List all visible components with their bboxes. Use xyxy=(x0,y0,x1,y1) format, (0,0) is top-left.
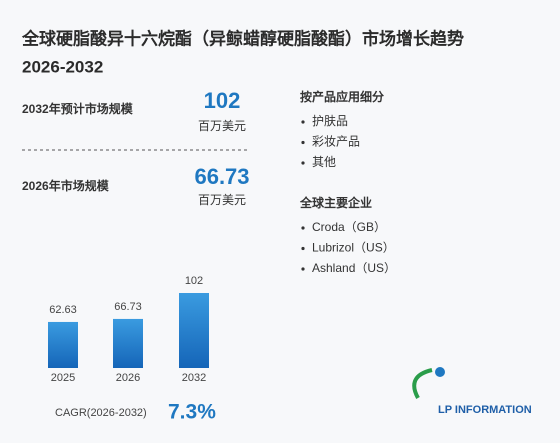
stat-value: 102 xyxy=(204,88,241,113)
bullet xyxy=(301,267,305,271)
data-label: 62.63 xyxy=(49,304,77,316)
stat-label: 2032年预计市场规模 xyxy=(22,101,134,116)
title: 2026-2032 xyxy=(22,57,103,76)
stat-unit: 百万美元 xyxy=(198,119,246,133)
list-item: 其他 xyxy=(312,155,336,169)
bullet xyxy=(301,161,305,165)
bar xyxy=(48,321,78,368)
x-tick-label: 2032 xyxy=(182,372,206,384)
logo: LP INFORMATION xyxy=(412,367,532,416)
list-item: 彩妆产品 xyxy=(312,135,360,149)
data-label: 102 xyxy=(185,275,203,287)
title: 全球硬脂酸异十六烷酯（异鲸蜡醇硬脂酸酯）市场增长趋势 xyxy=(21,28,464,48)
data-label: 66.73 xyxy=(114,301,142,313)
bullet xyxy=(301,226,305,230)
stat-value: 66.73 xyxy=(194,164,249,189)
cagr-value: 7.3% xyxy=(168,401,216,424)
list-item: Ashland（US） xyxy=(312,261,396,275)
list-item: 护肤品 xyxy=(312,113,348,128)
bullet xyxy=(301,246,305,251)
list-heading: 按产品应用细分 xyxy=(300,89,384,104)
x-tick-label: 2026 xyxy=(116,372,140,384)
logo-text: LP INFORMATION xyxy=(438,404,532,416)
stat-unit: 百万美元 xyxy=(198,193,246,207)
bar xyxy=(113,318,143,368)
bullet xyxy=(301,120,305,124)
list-item: Croda（GB） xyxy=(312,220,386,234)
bar xyxy=(179,293,209,368)
cagr-label: CAGR(2026-2032) xyxy=(55,407,147,419)
bullet xyxy=(301,140,305,145)
stat-label: 2026年市场规模 xyxy=(22,178,110,193)
list-item: Lubrizol（US） xyxy=(312,241,395,255)
list-heading: 全球主要企业 xyxy=(299,195,372,210)
x-tick-label: 2025 xyxy=(51,372,75,384)
